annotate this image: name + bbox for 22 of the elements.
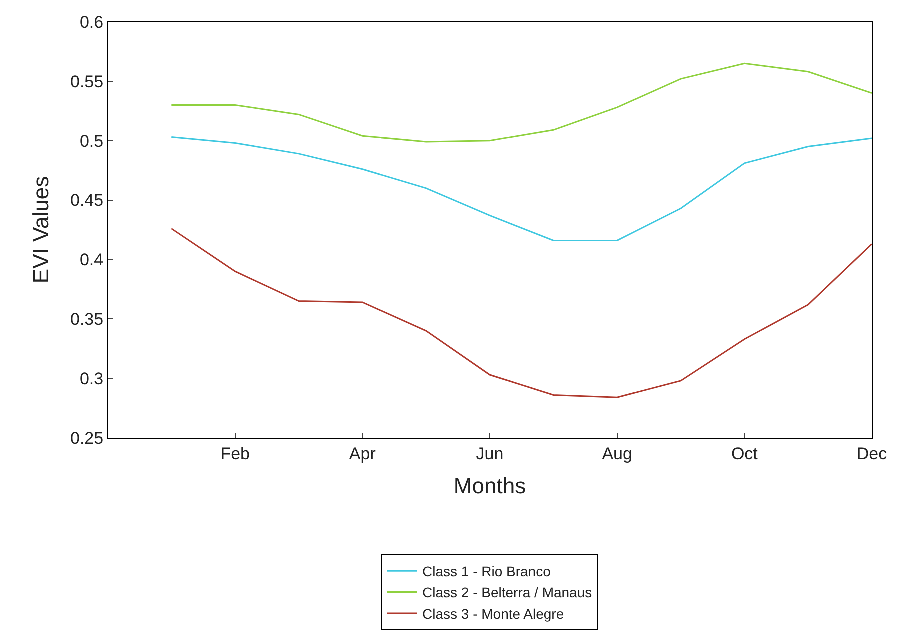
legend-label: Class 3 - Monte Alegre	[422, 606, 564, 622]
y-tick-label: 0.4	[80, 250, 104, 270]
line-series	[170, 62, 872, 143]
y-axis-title: EVI Values	[28, 176, 54, 284]
x-tick-label: Feb	[220, 444, 250, 464]
x-tick-label: Jun	[476, 444, 504, 464]
x-tick-label: Oct	[731, 444, 758, 464]
y-tick-label: 0.6	[80, 12, 104, 32]
y-tick-label: 0.3	[80, 370, 104, 389]
legend-label: Class 2 - Belterra / Manaus	[422, 584, 592, 601]
line-series	[170, 136, 872, 242]
y-tick-label: 0.35	[70, 310, 104, 330]
y-tick-label: 0.55	[70, 72, 104, 92]
y-tick-label: 0.45	[70, 191, 104, 210]
x-tick-label: Dec	[856, 444, 888, 464]
y-tick-label: 0.25	[70, 428, 104, 448]
x-axis-title: Months	[454, 473, 526, 498]
x-tick-label: Apr	[349, 444, 376, 464]
x-tick-label: Aug	[602, 444, 632, 464]
y-tick-label: 0.5	[80, 132, 104, 151]
line-series	[170, 228, 872, 398]
legend-label: Class 1 - Rio Branco	[422, 564, 552, 580]
